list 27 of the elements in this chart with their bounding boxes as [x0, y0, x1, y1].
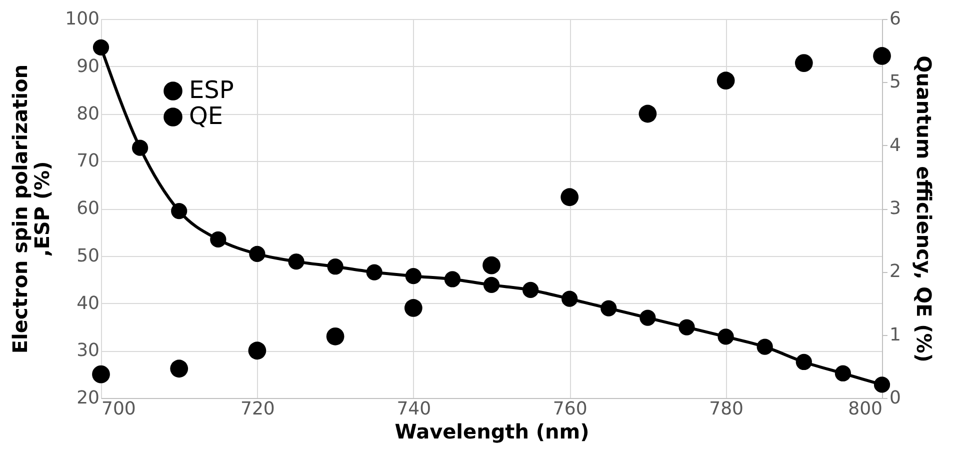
x-tick-label: 760: [552, 398, 588, 420]
y2-tick-label: 6: [890, 8, 901, 30]
y-tick-label: 70: [76, 150, 100, 172]
y-tick-label: 90: [76, 56, 100, 77]
y2-tick-label: 0: [890, 388, 901, 408]
x-tick-label: 700: [102, 398, 136, 420]
y-axis-title: Electron spin polarization ,ESP (%): [8, 64, 54, 354]
y-tick-label: 60: [76, 198, 100, 219]
y-tick-label: 50: [76, 245, 100, 266]
legend-label: QE: [189, 102, 224, 130]
y2-tick-label: 5: [890, 72, 901, 93]
legend-label: ESP: [189, 76, 234, 104]
x-axis-title: Wavelength (nm): [394, 420, 590, 444]
y2-axis-title: Quantum efficiency, QE (%): [912, 56, 936, 362]
y-tick-label: 40: [76, 292, 100, 314]
y-tick-label: 100: [65, 8, 100, 30]
y-tick-label: 30: [76, 340, 100, 362]
y2-tick-label: 3: [890, 198, 901, 219]
x-tick-label: 740: [396, 398, 432, 420]
x-tick-label: 780: [709, 398, 744, 420]
x-tick-label: 720: [240, 398, 275, 420]
y2-tick-label: 4: [890, 134, 901, 156]
y2-tick-label: 2: [890, 261, 901, 282]
x-tick-label: 800: [848, 398, 882, 420]
y-tick-label: 80: [76, 103, 100, 124]
y2-tick-label: 1: [890, 324, 901, 346]
y-tick-label: 20: [76, 388, 100, 408]
